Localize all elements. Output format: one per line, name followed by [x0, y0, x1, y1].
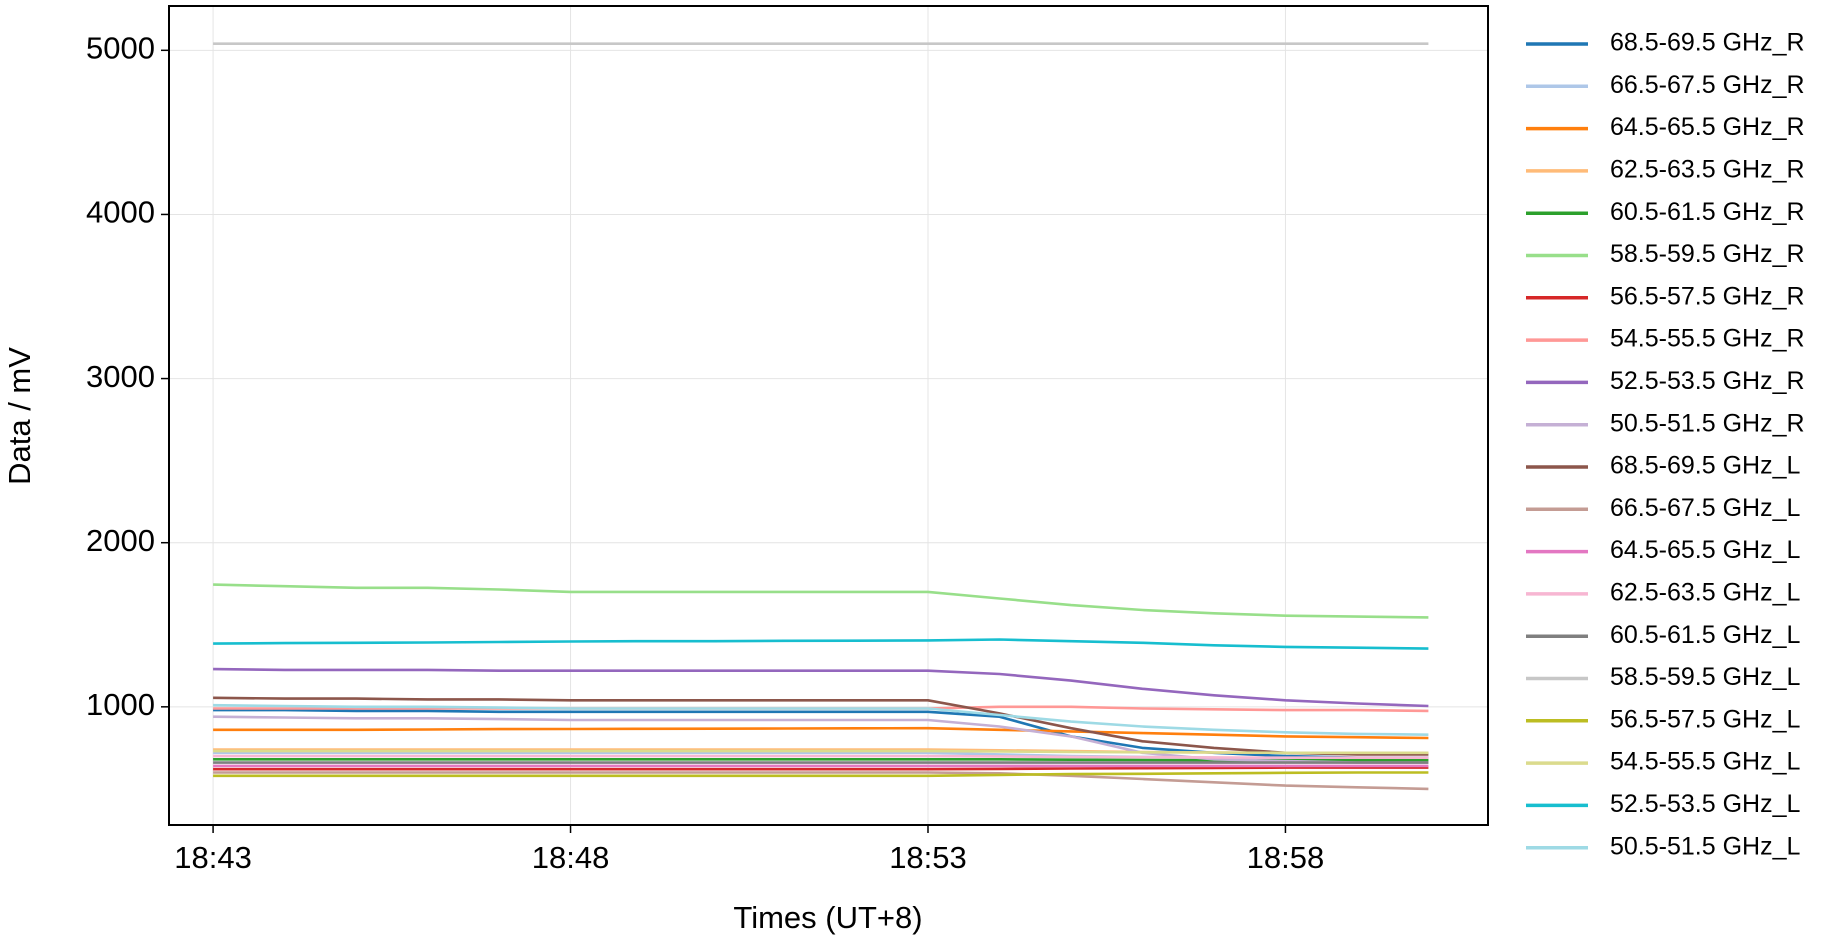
legend-label: 60.5-61.5 GHz_R — [1610, 198, 1805, 226]
series-line — [213, 726, 1429, 740]
y-axis-label: Data / mV — [2, 347, 37, 485]
series-line — [213, 771, 1429, 791]
x-tick-label: 18:58 — [1247, 840, 1325, 875]
series-line — [213, 583, 1429, 619]
legend-label: 54.5-55.5 GHz_L — [1610, 748, 1800, 776]
x-tick-label: 18:43 — [174, 840, 252, 875]
legend-label: 66.5-67.5 GHz_L — [1610, 494, 1800, 522]
legend-label: 56.5-57.5 GHz_R — [1610, 282, 1805, 310]
x-axis-label: Times (UT+8) — [733, 900, 922, 935]
x-tick-label: 18:53 — [889, 840, 967, 875]
legend-label: 58.5-59.5 GHz_R — [1610, 240, 1805, 268]
series-line — [213, 696, 1429, 756]
legend-label: 66.5-67.5 GHz_R — [1610, 71, 1805, 99]
y-tick-label: 5000 — [86, 31, 155, 66]
y-tick-label: 1000 — [86, 687, 155, 722]
series-line — [213, 766, 1429, 771]
series-line — [213, 715, 1429, 764]
series-line — [213, 749, 1429, 755]
plot-frame — [168, 5, 1489, 826]
legend-label: 52.5-53.5 GHz_L — [1610, 790, 1800, 818]
legend-label: 64.5-65.5 GHz_R — [1610, 113, 1805, 141]
legend-label: 68.5-69.5 GHz_L — [1610, 452, 1800, 480]
series-line — [213, 638, 1429, 650]
legend-label: 58.5-59.5 GHz_L — [1610, 663, 1800, 691]
y-tick-label: 2000 — [86, 523, 155, 558]
legend-label: 50.5-51.5 GHz_L — [1610, 832, 1800, 860]
series-line — [213, 754, 1429, 759]
y-tick-label: 4000 — [86, 195, 155, 230]
legend-label: 52.5-53.5 GHz_R — [1610, 367, 1805, 395]
legend-label: 60.5-61.5 GHz_L — [1610, 621, 1800, 649]
legend-label: 56.5-57.5 GHz_L — [1610, 705, 1800, 733]
series-line — [213, 771, 1429, 778]
x-tick-label: 18:48 — [532, 840, 610, 875]
legend-label: 64.5-65.5 GHz_L — [1610, 536, 1800, 564]
legend-label: 54.5-55.5 GHz_R — [1610, 325, 1805, 353]
series-line — [213, 703, 1429, 736]
series-line — [213, 667, 1429, 708]
legend-label: 62.5-63.5 GHz_R — [1610, 156, 1805, 184]
y-tick-label: 3000 — [86, 359, 155, 394]
legend-label: 50.5-51.5 GHz_R — [1610, 409, 1805, 437]
legend-label: 62.5-63.5 GHz_L — [1610, 579, 1800, 607]
legend-label: 68.5-69.5 GHz_R — [1610, 29, 1805, 57]
